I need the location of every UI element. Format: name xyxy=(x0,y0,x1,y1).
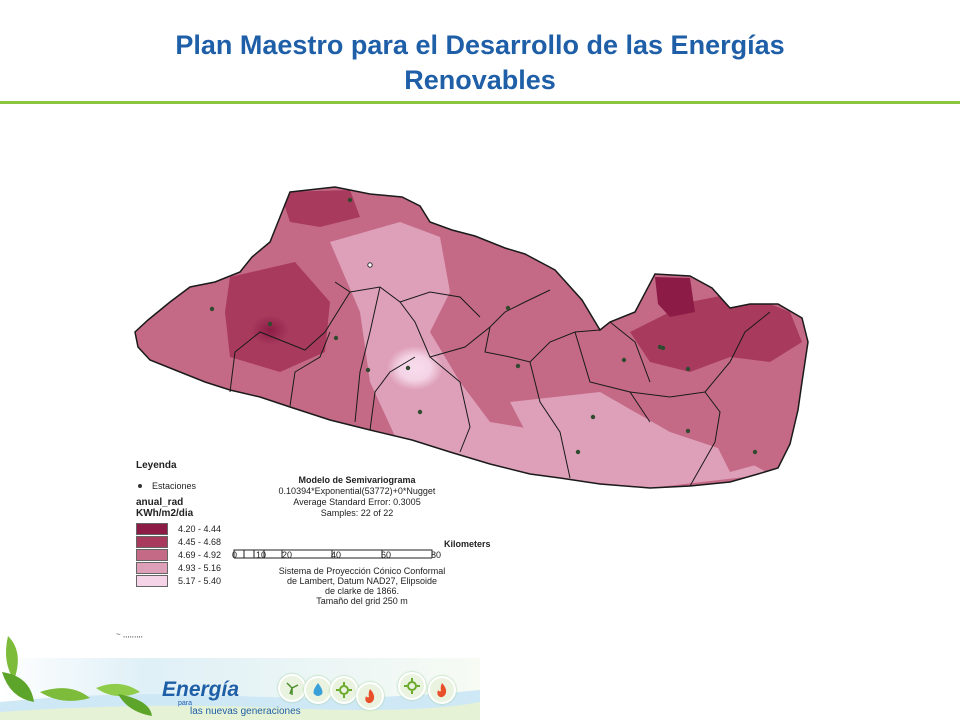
model-error: Average Standard Error: 0.3005 xyxy=(293,497,421,507)
station-point xyxy=(333,335,339,341)
legend-class-label: 4.20 - 4.44 xyxy=(178,523,222,534)
station-point xyxy=(590,414,596,420)
legend-class-label: 4.93 - 5.16 xyxy=(178,562,222,573)
cutoff-text: ~ ,,,,,,,,, xyxy=(116,630,143,639)
station-point xyxy=(685,366,691,372)
legend-class-row: 4.45 - 4.68 xyxy=(136,535,336,548)
station-point xyxy=(752,449,758,455)
class-4-20-4-44-west xyxy=(232,300,308,360)
station-point xyxy=(365,367,371,373)
legend-class-row: 4.20 - 4.44 xyxy=(136,522,336,535)
legend-class-row: 5.17 - 5.40 xyxy=(136,574,336,587)
sun-gear-icon xyxy=(330,676,358,704)
station-point xyxy=(685,428,691,434)
legend-swatch xyxy=(136,548,168,561)
scale-tick: 80 xyxy=(431,550,442,560)
legend-class-row: 4.93 - 5.16 xyxy=(136,561,336,574)
legend-stations-label: Estaciones xyxy=(152,480,197,491)
projection-line: de Lambert, Datum NAD27, Elipsoide xyxy=(286,576,438,586)
slide-title: Plan Maestro para el Desarrollo de las E… xyxy=(0,28,960,98)
projection-info: Sistema de Proyección Cónico Conformal d… xyxy=(262,566,462,606)
legend-unit: KWh/m2/dia xyxy=(136,508,194,519)
station-point xyxy=(505,305,511,311)
legend-variable: anual_rad xyxy=(136,497,184,508)
station-point xyxy=(657,344,663,350)
scale-bar xyxy=(233,549,433,559)
title-rule xyxy=(0,101,960,104)
station-point xyxy=(621,357,627,363)
map-legend: Leyenda Estaciones anual_rad KWh/m2/dia … xyxy=(136,460,336,587)
slide-title-line2: Renovables xyxy=(404,65,556,95)
projection-line: Tamaño del grid 250 m xyxy=(316,596,408,606)
model-samples: Samples: 22 of 22 xyxy=(320,508,394,518)
country-outline xyxy=(134,186,809,489)
model-title: Modelo de Semivariograma xyxy=(298,475,416,485)
class-4-20-4-44-east xyxy=(655,277,695,317)
brand-tagline: las nuevas generaciones xyxy=(190,706,301,717)
brand-tagline-small: para xyxy=(178,700,193,707)
station-point xyxy=(575,449,581,455)
legend-stations: Estaciones xyxy=(136,479,336,492)
scale-tick: 0 xyxy=(232,550,238,560)
station-point xyxy=(267,321,273,327)
station-markers xyxy=(209,197,758,455)
brand-logo-text: Energía xyxy=(162,678,240,701)
projection-line: de clarke de 1866. xyxy=(324,586,400,596)
scale-unit-label: Kilometers xyxy=(444,539,491,549)
station-point xyxy=(405,365,411,371)
class-5-17-5-40 xyxy=(387,346,443,390)
scale-tick: 10 xyxy=(256,550,267,560)
legend-class-label: 5.17 - 5.40 xyxy=(178,575,222,586)
station-point xyxy=(367,262,373,268)
scale-tick: 20 xyxy=(282,550,293,560)
leaf-decoration xyxy=(2,636,152,716)
station-point xyxy=(209,306,215,312)
legend-swatch xyxy=(136,574,168,587)
model-formula: 0.10394*Exponential(53772)+0*Nugget xyxy=(278,486,436,496)
legend-swatch xyxy=(136,522,168,535)
scale-tick: 60 xyxy=(381,550,392,560)
projection-line: Sistema de Proyección Cónico Conformal xyxy=(278,566,446,576)
station-point xyxy=(515,363,521,369)
water-drop-icon xyxy=(304,676,332,704)
semivariogram-info: Modelo de Semivariograma 0.10394*Exponen… xyxy=(262,475,452,519)
slide-title-line1: Plan Maestro para el Desarrollo de las E… xyxy=(175,30,785,60)
legend-swatch xyxy=(136,535,168,548)
solar-radiation-map xyxy=(130,182,850,634)
flame-icon xyxy=(356,682,384,710)
department-boundaries xyxy=(229,281,771,487)
legend-swatch xyxy=(136,561,168,574)
flame-icon-2 xyxy=(428,676,456,704)
sun-gear-icon-2 xyxy=(398,672,426,700)
station-point xyxy=(347,197,353,203)
legend-heading: Leyenda xyxy=(136,460,177,471)
legend-class-label: 4.69 - 4.92 xyxy=(178,549,222,560)
legend-class-row: 4.69 - 4.92 xyxy=(136,548,336,561)
legend-class-label: 4.45 - 4.68 xyxy=(178,536,222,547)
scale-tick: 40 xyxy=(331,550,342,560)
class-4-93-5-16 xyxy=(330,222,650,482)
station-dot-icon xyxy=(138,483,142,488)
wind-turbine-icon xyxy=(278,674,306,702)
station-point xyxy=(417,409,423,415)
map-svg xyxy=(134,186,809,489)
